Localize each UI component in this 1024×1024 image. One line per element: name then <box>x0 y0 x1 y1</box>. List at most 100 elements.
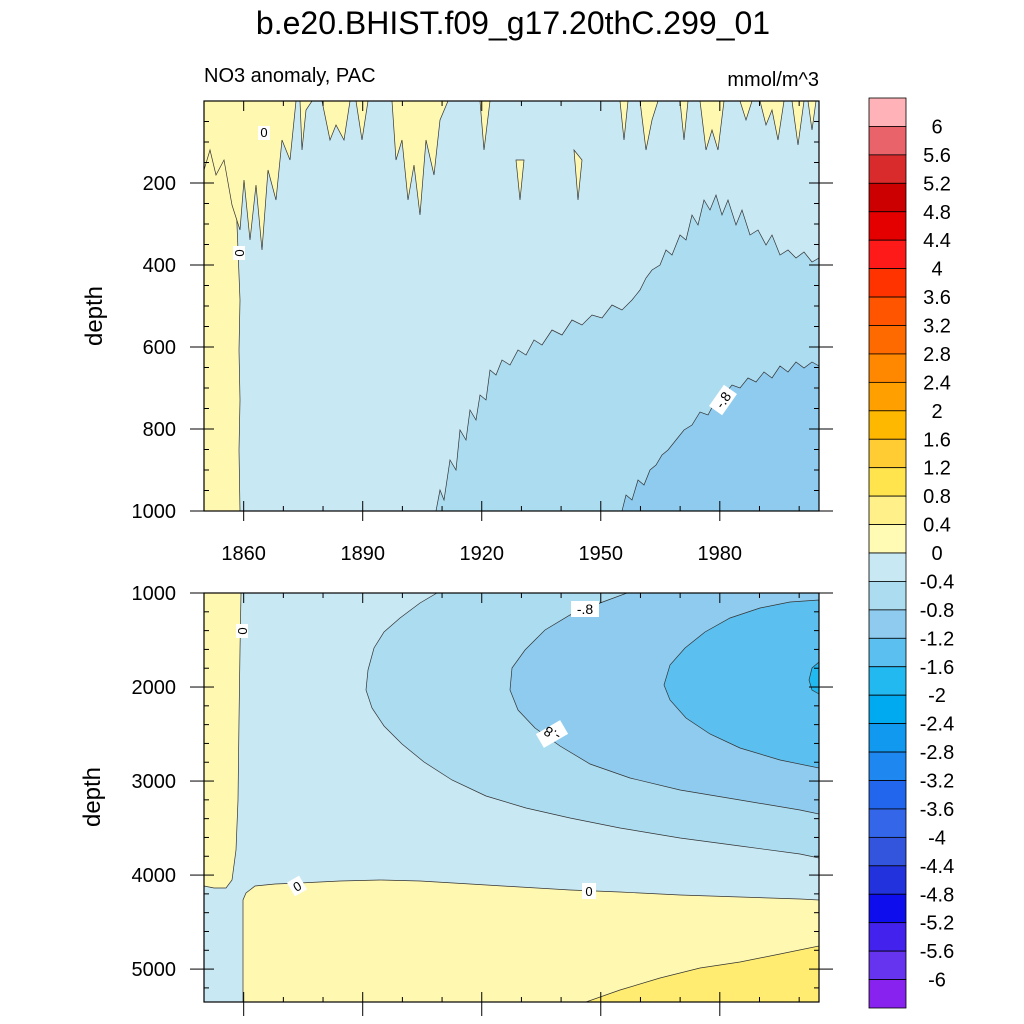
upper-xtick-label: 1890 <box>340 543 385 565</box>
colorbar-swatch <box>868 211 907 241</box>
lower-region-neg16 <box>663 599 819 769</box>
lower-region-left-pos <box>204 593 242 889</box>
colorbar-swatch <box>868 836 907 867</box>
colorbar-label: 6 <box>931 116 942 138</box>
lower-panel: 0 0 0 -.8 -.8 1000 2000 3000 4000 5000 depth <box>79 583 833 1016</box>
colorbar-label: -1.2 <box>920 628 954 650</box>
colorbar-swatch <box>868 808 907 838</box>
colorbar-label: -6 <box>928 970 946 992</box>
colorbar-label: -3.6 <box>920 799 954 821</box>
lower-contour-label-box-3 <box>582 883 596 899</box>
colorbar-swatch <box>868 609 907 639</box>
colorbar-label: 2.4 <box>923 372 951 394</box>
lower-ytick-label: 5000 <box>132 959 177 981</box>
lower-region-bottom-pos <box>242 879 819 1002</box>
colorbar-swatch <box>868 950 907 980</box>
colorbar-swatch <box>868 126 907 156</box>
colorbar-label: -1.6 <box>920 657 954 679</box>
colorbar-swatch <box>868 296 907 326</box>
figure-title: b.e20.BHIST.f09_g17.20thC.299_01 <box>256 5 770 41</box>
upper-ytick-label: 400 <box>143 255 176 277</box>
colorbar-label: -5.2 <box>920 913 954 935</box>
colorbar-label: -4.8 <box>920 884 954 906</box>
upper-ytick-label: 800 <box>143 419 176 441</box>
upper-ytick-label: 200 <box>143 173 176 195</box>
colorbar-label: 4.8 <box>923 202 951 224</box>
colorbar-swatch <box>868 268 907 298</box>
lower-ytick-label: 2000 <box>132 677 177 699</box>
lower-contour-label-box-1 <box>236 624 248 638</box>
upper-contour-label-3: -.8 <box>712 389 735 412</box>
colorbar-label: 3.2 <box>923 316 951 338</box>
colorbar-swatch <box>868 893 907 924</box>
upper-xtick-label: 1950 <box>579 543 624 565</box>
lower-contour-label-5: -.8 <box>541 723 563 745</box>
colorbar-label: 0.8 <box>923 486 951 508</box>
colorbar-swatch <box>868 353 907 383</box>
lower-contour-label-box-4 <box>571 601 599 617</box>
upper-ytick-label: 600 <box>143 337 176 359</box>
colorbar-label: 5.2 <box>923 173 951 195</box>
lower-frame <box>203 592 820 1003</box>
colorbar-label: -3.2 <box>920 771 954 793</box>
colorbar-label: 1.2 <box>923 458 951 480</box>
colorbar-label: -2.4 <box>920 714 954 736</box>
lower-ylabel: depth <box>79 767 106 827</box>
panel-subtitle: NO3 anomaly, PAC <box>204 65 376 87</box>
colorbar-swatch <box>868 865 907 895</box>
colorbar-label: -0.8 <box>920 600 954 622</box>
colorbar-swatch <box>868 154 907 184</box>
colorbar-swatch <box>868 182 907 213</box>
colorbar-swatch <box>868 495 907 525</box>
colorbar-swatch <box>868 239 907 270</box>
lower-contour-label-box-5 <box>535 720 569 748</box>
colorbar-label: -4.4 <box>920 856 954 878</box>
lower-contour-label-4: -.8 <box>577 601 594 617</box>
upper-plot-area: 0 0 -.8 <box>204 101 819 511</box>
colorbar-label: 0.4 <box>923 515 951 537</box>
colorbar-swatch <box>868 438 907 469</box>
colorbar-swatch <box>868 751 907 781</box>
colorbar-label: 3.6 <box>923 287 951 309</box>
upper-surface-spikes <box>204 101 817 251</box>
lower-axis-ticks: 1000 2000 3000 4000 5000 <box>132 583 833 1016</box>
upper-panel: 0 0 -.8 1860 1890 1920 1950 1980 200 400 600 800… <box>81 100 833 565</box>
colorbar-label: 4.4 <box>923 230 951 252</box>
lower-region-bottom-pos2 <box>585 945 819 1002</box>
colorbar: 6 5.6 5.2 4.8 4.4 4 3.6 3.2 2.8 2.4 2 1.6 1.2 0.8 0.4 0… <box>868 97 954 1009</box>
lower-ytick-label: 1000 <box>132 583 177 605</box>
lower-plot-area: 0 0 0 -.8 -.8 <box>204 593 819 1002</box>
colorbar-swatch <box>868 666 907 696</box>
lower-contour-label-box-2 <box>286 875 308 897</box>
units-label: mmol/m^3 <box>727 69 819 91</box>
upper-contour-label-1: 0 <box>260 125 267 140</box>
colorbar-swatch <box>868 552 907 582</box>
colorbar-swatch <box>868 780 907 810</box>
upper-xtick-label: 1920 <box>459 543 504 565</box>
colorbar-label: 5.6 <box>923 145 951 167</box>
colorbar-label: -2 <box>928 685 946 707</box>
colorbar-swatch <box>868 581 907 611</box>
colorbar-swatch <box>868 325 907 355</box>
upper-ytick-label: 1000 <box>132 501 177 523</box>
lower-contour-label-1: 0 <box>235 627 250 634</box>
lower-ytick-label: 3000 <box>132 771 177 793</box>
upper-axis-ticks: 1860 1890 1920 1950 1980 200 400 600 800 1000 <box>132 100 833 565</box>
colorbar-swatch <box>868 979 907 1009</box>
upper-contour-label-2: 0 <box>232 249 247 256</box>
colorbar-label: -5.6 <box>920 941 954 963</box>
upper-xtick-label: 1980 <box>698 543 743 565</box>
colorbar-label: -2.8 <box>920 742 954 764</box>
colorbar-swatch <box>868 97 907 127</box>
colorbar-swatch <box>868 381 907 412</box>
lower-region-neg20 <box>808 661 819 695</box>
upper-contour-label-box-2 <box>233 246 245 260</box>
colorbar-swatch <box>868 524 907 554</box>
colorbar-swatch <box>868 410 907 440</box>
colorbar-label: 2 <box>931 401 942 423</box>
upper-xtick-label: 1860 <box>221 543 266 565</box>
colorbar-label: 0 <box>931 543 942 565</box>
upper-ylabel: depth <box>81 286 108 346</box>
colorbar-label: 4 <box>931 259 942 281</box>
colorbar-label: 1.6 <box>923 429 951 451</box>
